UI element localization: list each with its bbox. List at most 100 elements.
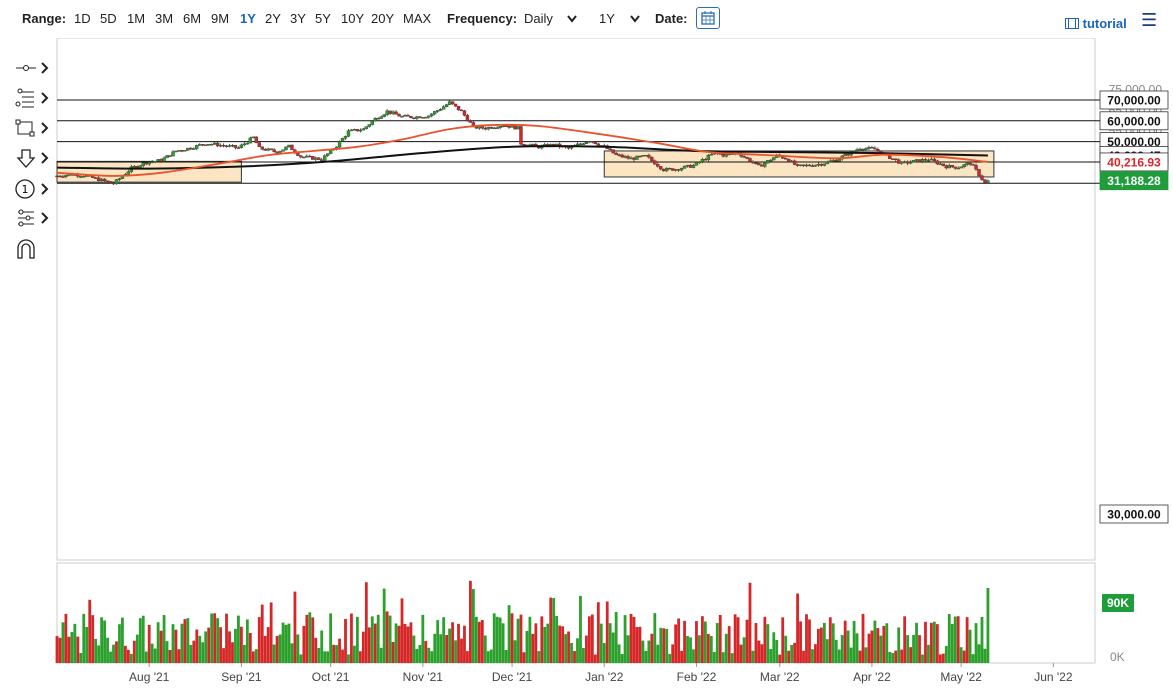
magnet-tool[interactable] xyxy=(14,238,54,260)
candle-body xyxy=(495,127,499,129)
frequency-select[interactable]: Daily xyxy=(524,11,577,26)
calendar-button[interactable] xyxy=(696,7,720,29)
level-label: 40,216.93 xyxy=(1099,152,1169,172)
marker-tool[interactable]: 1 xyxy=(14,178,54,200)
range-button-5y[interactable]: 5Y xyxy=(315,11,331,26)
tutorial-link[interactable]: tutorial xyxy=(1065,16,1127,31)
candle xyxy=(894,158,898,162)
chart-frame xyxy=(56,38,1096,664)
candle-body xyxy=(317,157,321,160)
candle-body xyxy=(409,116,413,118)
candle-body xyxy=(221,144,226,147)
volume-bar xyxy=(454,640,457,663)
candle-body xyxy=(453,103,458,107)
candle-body xyxy=(471,122,476,126)
volume-bar xyxy=(748,582,752,663)
pitchfork-icon xyxy=(18,209,49,227)
candle-body xyxy=(757,162,761,166)
volume-bar xyxy=(338,638,341,663)
svg-text:60,000.00: 60,000.00 xyxy=(1107,114,1161,128)
candle xyxy=(325,153,330,157)
range-button-10y[interactable]: 10Y xyxy=(341,11,365,26)
volume-bar xyxy=(947,614,951,663)
candle-body xyxy=(251,136,255,139)
range-button-1m[interactable]: 1M xyxy=(127,11,146,26)
volume-bar xyxy=(347,654,350,663)
volume-bar xyxy=(153,648,157,663)
range-button-3y[interactable]: 3Y xyxy=(290,11,306,26)
fib-tool[interactable] xyxy=(14,88,54,110)
range-button-2y[interactable]: 2Y xyxy=(265,11,281,26)
rectangle-tool[interactable] xyxy=(14,118,54,140)
candle-body xyxy=(843,153,847,157)
volume-bar xyxy=(852,620,856,663)
svg-text:50,000.00: 50,000.00 xyxy=(1107,135,1161,149)
volume-bar xyxy=(921,654,924,663)
range-button-3m[interactable]: 3M xyxy=(155,11,174,26)
candle xyxy=(204,144,208,146)
arrow-tool[interactable] xyxy=(14,148,54,170)
price-chart[interactable]: 75,000.0070,000.0065,000.0060,000.0055,0… xyxy=(0,38,1173,695)
range-button-9m[interactable]: 9M xyxy=(211,11,230,26)
candle-body xyxy=(846,153,850,156)
range-button-6m[interactable]: 6M xyxy=(183,11,202,26)
volume-bar xyxy=(608,623,612,663)
volume-bar xyxy=(183,619,187,663)
candle-body xyxy=(751,161,755,164)
volume-bar xyxy=(585,635,588,663)
volume-bar xyxy=(861,613,865,663)
line-tool-icon xyxy=(16,62,49,74)
range-button-5d[interactable]: 5D xyxy=(100,11,117,26)
candle xyxy=(813,164,818,167)
candle-body xyxy=(346,130,351,137)
line-tool[interactable] xyxy=(14,58,54,80)
volume-bar xyxy=(61,622,65,663)
ma-200-line xyxy=(56,145,988,170)
volume-bar xyxy=(445,635,449,663)
candle xyxy=(769,158,773,162)
volume-bar xyxy=(370,616,374,663)
volume-bar xyxy=(552,598,556,663)
candle-body xyxy=(531,143,535,146)
volume-bar xyxy=(935,624,939,663)
volume-bar xyxy=(64,613,68,663)
volume-bar xyxy=(76,636,80,663)
hamburger-menu-icon[interactable]: ☰ xyxy=(1141,10,1158,30)
candle-body xyxy=(593,141,598,145)
range-button-max[interactable]: MAX xyxy=(403,11,432,26)
volume-bar xyxy=(469,580,472,663)
calendar-icon xyxy=(701,11,715,25)
candle-body xyxy=(822,163,827,166)
candle xyxy=(192,147,196,150)
volume-bar xyxy=(534,623,538,663)
candle xyxy=(745,156,749,160)
volume-bar xyxy=(808,619,811,663)
candle-body xyxy=(337,141,342,148)
candle xyxy=(61,174,65,178)
chevron-down-icon xyxy=(630,15,641,23)
range-button-1y[interactable]: 1Y xyxy=(240,11,256,26)
volume-bar xyxy=(543,626,547,663)
candle-body xyxy=(501,125,505,128)
candle-body xyxy=(670,168,675,171)
volume-bar xyxy=(299,654,303,663)
candle xyxy=(441,105,446,110)
candle xyxy=(873,146,877,150)
volume-bar xyxy=(311,617,315,663)
range-button-1d[interactable]: 1D xyxy=(74,11,91,26)
candle-body xyxy=(489,127,493,129)
candle-body xyxy=(102,178,107,181)
volume-bar xyxy=(100,617,104,663)
period-select[interactable]: 1Y xyxy=(599,11,641,26)
candle-body xyxy=(450,101,455,105)
candle-body xyxy=(914,159,919,161)
candle-body xyxy=(694,162,699,166)
pitchfork-tool[interactable] xyxy=(14,208,54,230)
range-button-20y[interactable]: 20Y xyxy=(371,11,395,26)
candle xyxy=(251,136,255,139)
candle-body xyxy=(206,144,211,146)
volume-bar xyxy=(174,629,178,663)
candle xyxy=(174,150,178,153)
volume-bar xyxy=(709,635,713,663)
candle xyxy=(670,168,675,171)
